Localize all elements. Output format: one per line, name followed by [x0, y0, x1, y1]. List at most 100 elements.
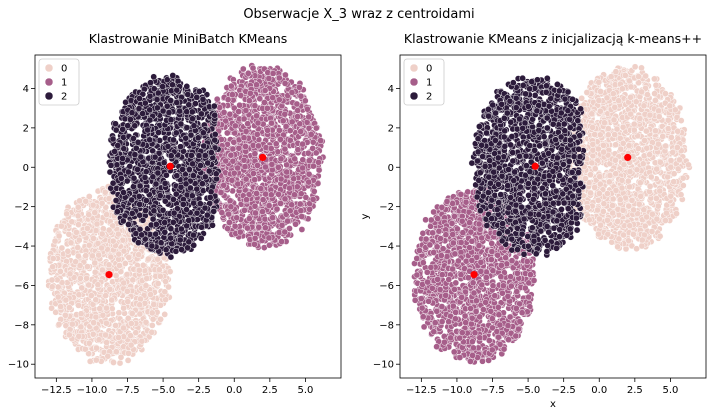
- data-point: [251, 150, 259, 158]
- data-point: [142, 207, 149, 214]
- data-point: [48, 283, 56, 291]
- data-point: [190, 241, 198, 249]
- y-tick-label: 4: [23, 84, 29, 95]
- data-point: [127, 116, 134, 123]
- data-point: [294, 107, 302, 114]
- data-point: [156, 137, 164, 144]
- data-point: [210, 207, 218, 215]
- data-point: [275, 229, 283, 236]
- data-point: [190, 122, 198, 130]
- data-point: [77, 310, 85, 318]
- data-point: [262, 224, 269, 232]
- data-point: [102, 292, 110, 299]
- data-point: [127, 97, 135, 104]
- data-point: [74, 212, 82, 220]
- data-point: [49, 255, 57, 262]
- data-point: [95, 336, 103, 344]
- data-point: [233, 214, 241, 222]
- data-point: [161, 228, 169, 236]
- data-point: [178, 246, 185, 253]
- data-point: [209, 221, 216, 229]
- data-point: [80, 230, 88, 237]
- data-point: [224, 225, 231, 232]
- data-point: [65, 230, 73, 238]
- data-point: [125, 168, 132, 176]
- data-point: [292, 220, 299, 228]
- data-point: [89, 252, 96, 260]
- data-point: [132, 329, 140, 337]
- data-point: [277, 136, 284, 143]
- data-point: [93, 344, 100, 352]
- data-point: [112, 272, 120, 279]
- data-point: [155, 129, 162, 136]
- data-point: [187, 184, 194, 192]
- data-point: [252, 209, 259, 217]
- data-point: [223, 129, 231, 137]
- data-point: [120, 247, 128, 255]
- data-point: [265, 202, 273, 209]
- data-point: [254, 162, 261, 169]
- data-point: [84, 263, 91, 270]
- data-point: [125, 254, 133, 261]
- data-point: [157, 315, 164, 323]
- data-point: [149, 315, 157, 323]
- data-point: [164, 143, 172, 150]
- data-point: [288, 89, 296, 96]
- data-point: [89, 330, 97, 338]
- data-point: [62, 322, 70, 330]
- data-point: [195, 152, 203, 159]
- data-point: [161, 288, 169, 296]
- data-point: [254, 119, 262, 127]
- data-point: [193, 94, 201, 101]
- data-point: [57, 303, 64, 311]
- data-point: [68, 218, 76, 226]
- data-point: [81, 345, 89, 353]
- data-point: [200, 142, 208, 150]
- data-point: [115, 250, 123, 258]
- data-point: [99, 311, 107, 319]
- data-point: [201, 152, 209, 159]
- data-point: [105, 261, 113, 269]
- scatter-points: [45, 62, 327, 367]
- data-point: [265, 75, 273, 82]
- data-point: [176, 107, 183, 115]
- data-point: [251, 202, 259, 210]
- data-point: [167, 225, 175, 233]
- data-point: [272, 140, 280, 148]
- data-point: [291, 155, 299, 163]
- data-point: [229, 91, 236, 99]
- data-point: [107, 162, 115, 169]
- data-point: [170, 136, 177, 144]
- data-point: [62, 311, 69, 319]
- data-point: [149, 215, 157, 223]
- data-point: [141, 99, 149, 107]
- data-point: [92, 313, 100, 321]
- data-point: [85, 339, 93, 347]
- data-point: [75, 302, 82, 309]
- y-tick-label: −8: [14, 320, 29, 331]
- data-point: [251, 234, 259, 242]
- data-point: [154, 104, 161, 112]
- data-point: [152, 221, 160, 228]
- data-point: [315, 166, 323, 174]
- data-point: [200, 129, 207, 137]
- data-point: [183, 83, 191, 90]
- data-point: [154, 89, 162, 97]
- x-tick-label: −2.5: [187, 385, 211, 396]
- data-point: [242, 107, 250, 114]
- data-point: [75, 291, 83, 299]
- data-point: [297, 92, 305, 100]
- data-point: [183, 206, 190, 213]
- data-point: [105, 226, 113, 234]
- data-point: [85, 350, 92, 357]
- data-point: [145, 255, 152, 263]
- data-point: [135, 105, 143, 112]
- data-point: [75, 236, 83, 244]
- data-point: [117, 175, 125, 182]
- data-point: [261, 99, 268, 106]
- data-point: [262, 190, 269, 198]
- data-point: [307, 131, 315, 138]
- data-point: [136, 266, 143, 274]
- centroid-marker: [166, 162, 174, 170]
- x-tick-label: −7.5: [115, 385, 139, 396]
